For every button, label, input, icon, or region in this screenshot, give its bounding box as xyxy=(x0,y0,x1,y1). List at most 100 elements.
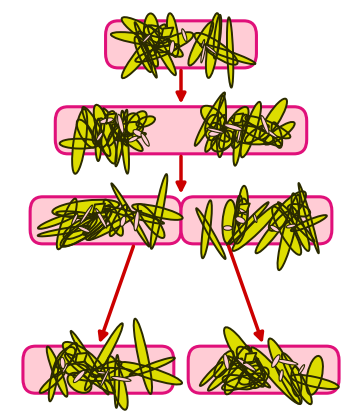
Ellipse shape xyxy=(82,107,110,156)
Ellipse shape xyxy=(103,108,127,146)
Ellipse shape xyxy=(262,127,278,138)
Ellipse shape xyxy=(245,125,269,143)
Ellipse shape xyxy=(224,354,229,370)
Ellipse shape xyxy=(202,40,205,48)
Ellipse shape xyxy=(299,365,304,374)
Ellipse shape xyxy=(126,111,147,134)
Ellipse shape xyxy=(222,373,265,390)
Ellipse shape xyxy=(83,205,110,235)
Ellipse shape xyxy=(201,106,226,130)
Ellipse shape xyxy=(52,200,119,216)
Ellipse shape xyxy=(236,195,243,226)
FancyBboxPatch shape xyxy=(30,197,181,244)
Polygon shape xyxy=(238,204,250,213)
Ellipse shape xyxy=(291,367,302,396)
Ellipse shape xyxy=(268,339,302,404)
Ellipse shape xyxy=(148,26,176,75)
Ellipse shape xyxy=(97,132,103,141)
Ellipse shape xyxy=(269,191,306,231)
Ellipse shape xyxy=(251,347,300,404)
Ellipse shape xyxy=(239,365,262,385)
Ellipse shape xyxy=(132,204,183,220)
Ellipse shape xyxy=(111,183,149,246)
Ellipse shape xyxy=(232,115,248,148)
Ellipse shape xyxy=(291,193,299,220)
Ellipse shape xyxy=(57,199,77,249)
Ellipse shape xyxy=(249,368,269,388)
Ellipse shape xyxy=(182,29,187,42)
Ellipse shape xyxy=(277,359,298,365)
Ellipse shape xyxy=(128,136,138,142)
Ellipse shape xyxy=(260,98,287,140)
Ellipse shape xyxy=(238,186,248,234)
Polygon shape xyxy=(161,28,173,37)
Ellipse shape xyxy=(214,15,221,59)
Ellipse shape xyxy=(144,25,169,43)
Ellipse shape xyxy=(286,224,296,228)
Ellipse shape xyxy=(130,358,175,376)
Ellipse shape xyxy=(71,331,109,394)
Ellipse shape xyxy=(291,215,327,231)
Ellipse shape xyxy=(49,361,58,401)
Ellipse shape xyxy=(224,327,265,387)
Ellipse shape xyxy=(38,226,90,236)
Ellipse shape xyxy=(230,118,281,146)
Ellipse shape xyxy=(194,33,237,65)
Ellipse shape xyxy=(224,124,242,130)
Ellipse shape xyxy=(47,346,67,397)
Ellipse shape xyxy=(196,208,226,259)
Ellipse shape xyxy=(72,213,78,225)
Ellipse shape xyxy=(138,204,165,238)
Ellipse shape xyxy=(112,124,143,151)
Ellipse shape xyxy=(134,211,139,231)
Ellipse shape xyxy=(288,204,310,217)
Ellipse shape xyxy=(278,202,315,242)
Ellipse shape xyxy=(111,377,131,382)
Ellipse shape xyxy=(227,17,233,87)
Ellipse shape xyxy=(121,113,139,136)
Ellipse shape xyxy=(122,17,183,57)
Ellipse shape xyxy=(237,129,241,143)
Ellipse shape xyxy=(77,119,96,148)
Ellipse shape xyxy=(63,217,97,239)
Polygon shape xyxy=(106,113,116,123)
Ellipse shape xyxy=(120,216,126,226)
Ellipse shape xyxy=(209,131,220,136)
Ellipse shape xyxy=(38,213,77,229)
Ellipse shape xyxy=(60,139,100,149)
Ellipse shape xyxy=(201,200,212,258)
Ellipse shape xyxy=(60,357,65,369)
Ellipse shape xyxy=(65,354,115,393)
Ellipse shape xyxy=(278,195,300,270)
Ellipse shape xyxy=(205,115,226,152)
FancyBboxPatch shape xyxy=(55,107,307,154)
Ellipse shape xyxy=(136,116,155,127)
Polygon shape xyxy=(244,353,256,363)
Ellipse shape xyxy=(227,202,269,246)
Ellipse shape xyxy=(100,118,113,124)
Ellipse shape xyxy=(272,355,280,368)
Ellipse shape xyxy=(233,116,243,166)
Ellipse shape xyxy=(133,130,143,137)
Ellipse shape xyxy=(200,362,223,386)
Ellipse shape xyxy=(211,131,234,152)
Ellipse shape xyxy=(261,115,269,134)
Ellipse shape xyxy=(219,107,249,149)
Ellipse shape xyxy=(241,102,261,157)
Ellipse shape xyxy=(142,34,151,43)
Ellipse shape xyxy=(63,216,106,246)
Polygon shape xyxy=(233,113,243,123)
Ellipse shape xyxy=(60,210,112,247)
Ellipse shape xyxy=(114,355,119,408)
FancyBboxPatch shape xyxy=(23,346,174,393)
Ellipse shape xyxy=(206,13,220,78)
Ellipse shape xyxy=(228,356,270,388)
Ellipse shape xyxy=(169,41,174,54)
Ellipse shape xyxy=(237,346,265,380)
Ellipse shape xyxy=(97,372,106,374)
Ellipse shape xyxy=(264,122,295,145)
Ellipse shape xyxy=(214,351,233,377)
Ellipse shape xyxy=(80,205,93,224)
Ellipse shape xyxy=(85,323,123,390)
Ellipse shape xyxy=(135,22,157,77)
